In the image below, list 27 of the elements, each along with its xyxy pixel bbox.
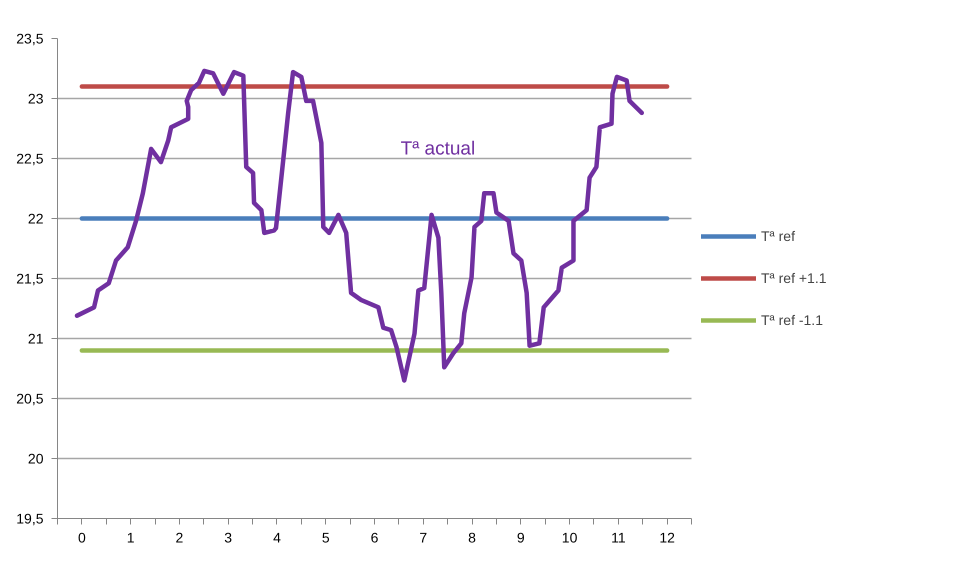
- y-tick-label: 23,5: [16, 30, 44, 46]
- x-tick-label: 1: [126, 530, 135, 546]
- x-tick-label: 0: [78, 530, 86, 546]
- line-series: [74, 68, 644, 383]
- x-tick-label: 3: [224, 530, 232, 546]
- y-tick-label: 19,5: [16, 510, 44, 526]
- x-tick-label: 7: [419, 530, 428, 546]
- x-tick-label: 10: [562, 530, 578, 546]
- x-tick-label: 11: [611, 530, 626, 546]
- x-tick-label: 9: [516, 530, 525, 546]
- legend-label: Tª ref -1.1: [761, 312, 823, 328]
- x-tick-label: 12: [659, 530, 676, 546]
- legend-label: Tª ref +1.1: [761, 270, 826, 286]
- x-tick-label: 8: [468, 530, 476, 546]
- y-tick-label: 23: [28, 90, 44, 106]
- annotation: Tª actual: [400, 138, 476, 160]
- y-tick-label: 21,5: [16, 270, 44, 286]
- x-tick-label: 2: [176, 530, 184, 546]
- y-tick-label: 22: [28, 210, 44, 226]
- x-tick-label: 4: [273, 530, 282, 546]
- x-tick-label: 5: [322, 530, 330, 546]
- y-tick-label: 22,5: [16, 150, 44, 166]
- y-tick-label: 20: [28, 450, 44, 466]
- legend-label: Tª ref: [761, 228, 795, 244]
- y-tick-label: 20,5: [16, 390, 44, 406]
- x-tick-label: 6: [370, 530, 379, 546]
- y-tick-label: 21: [28, 330, 44, 346]
